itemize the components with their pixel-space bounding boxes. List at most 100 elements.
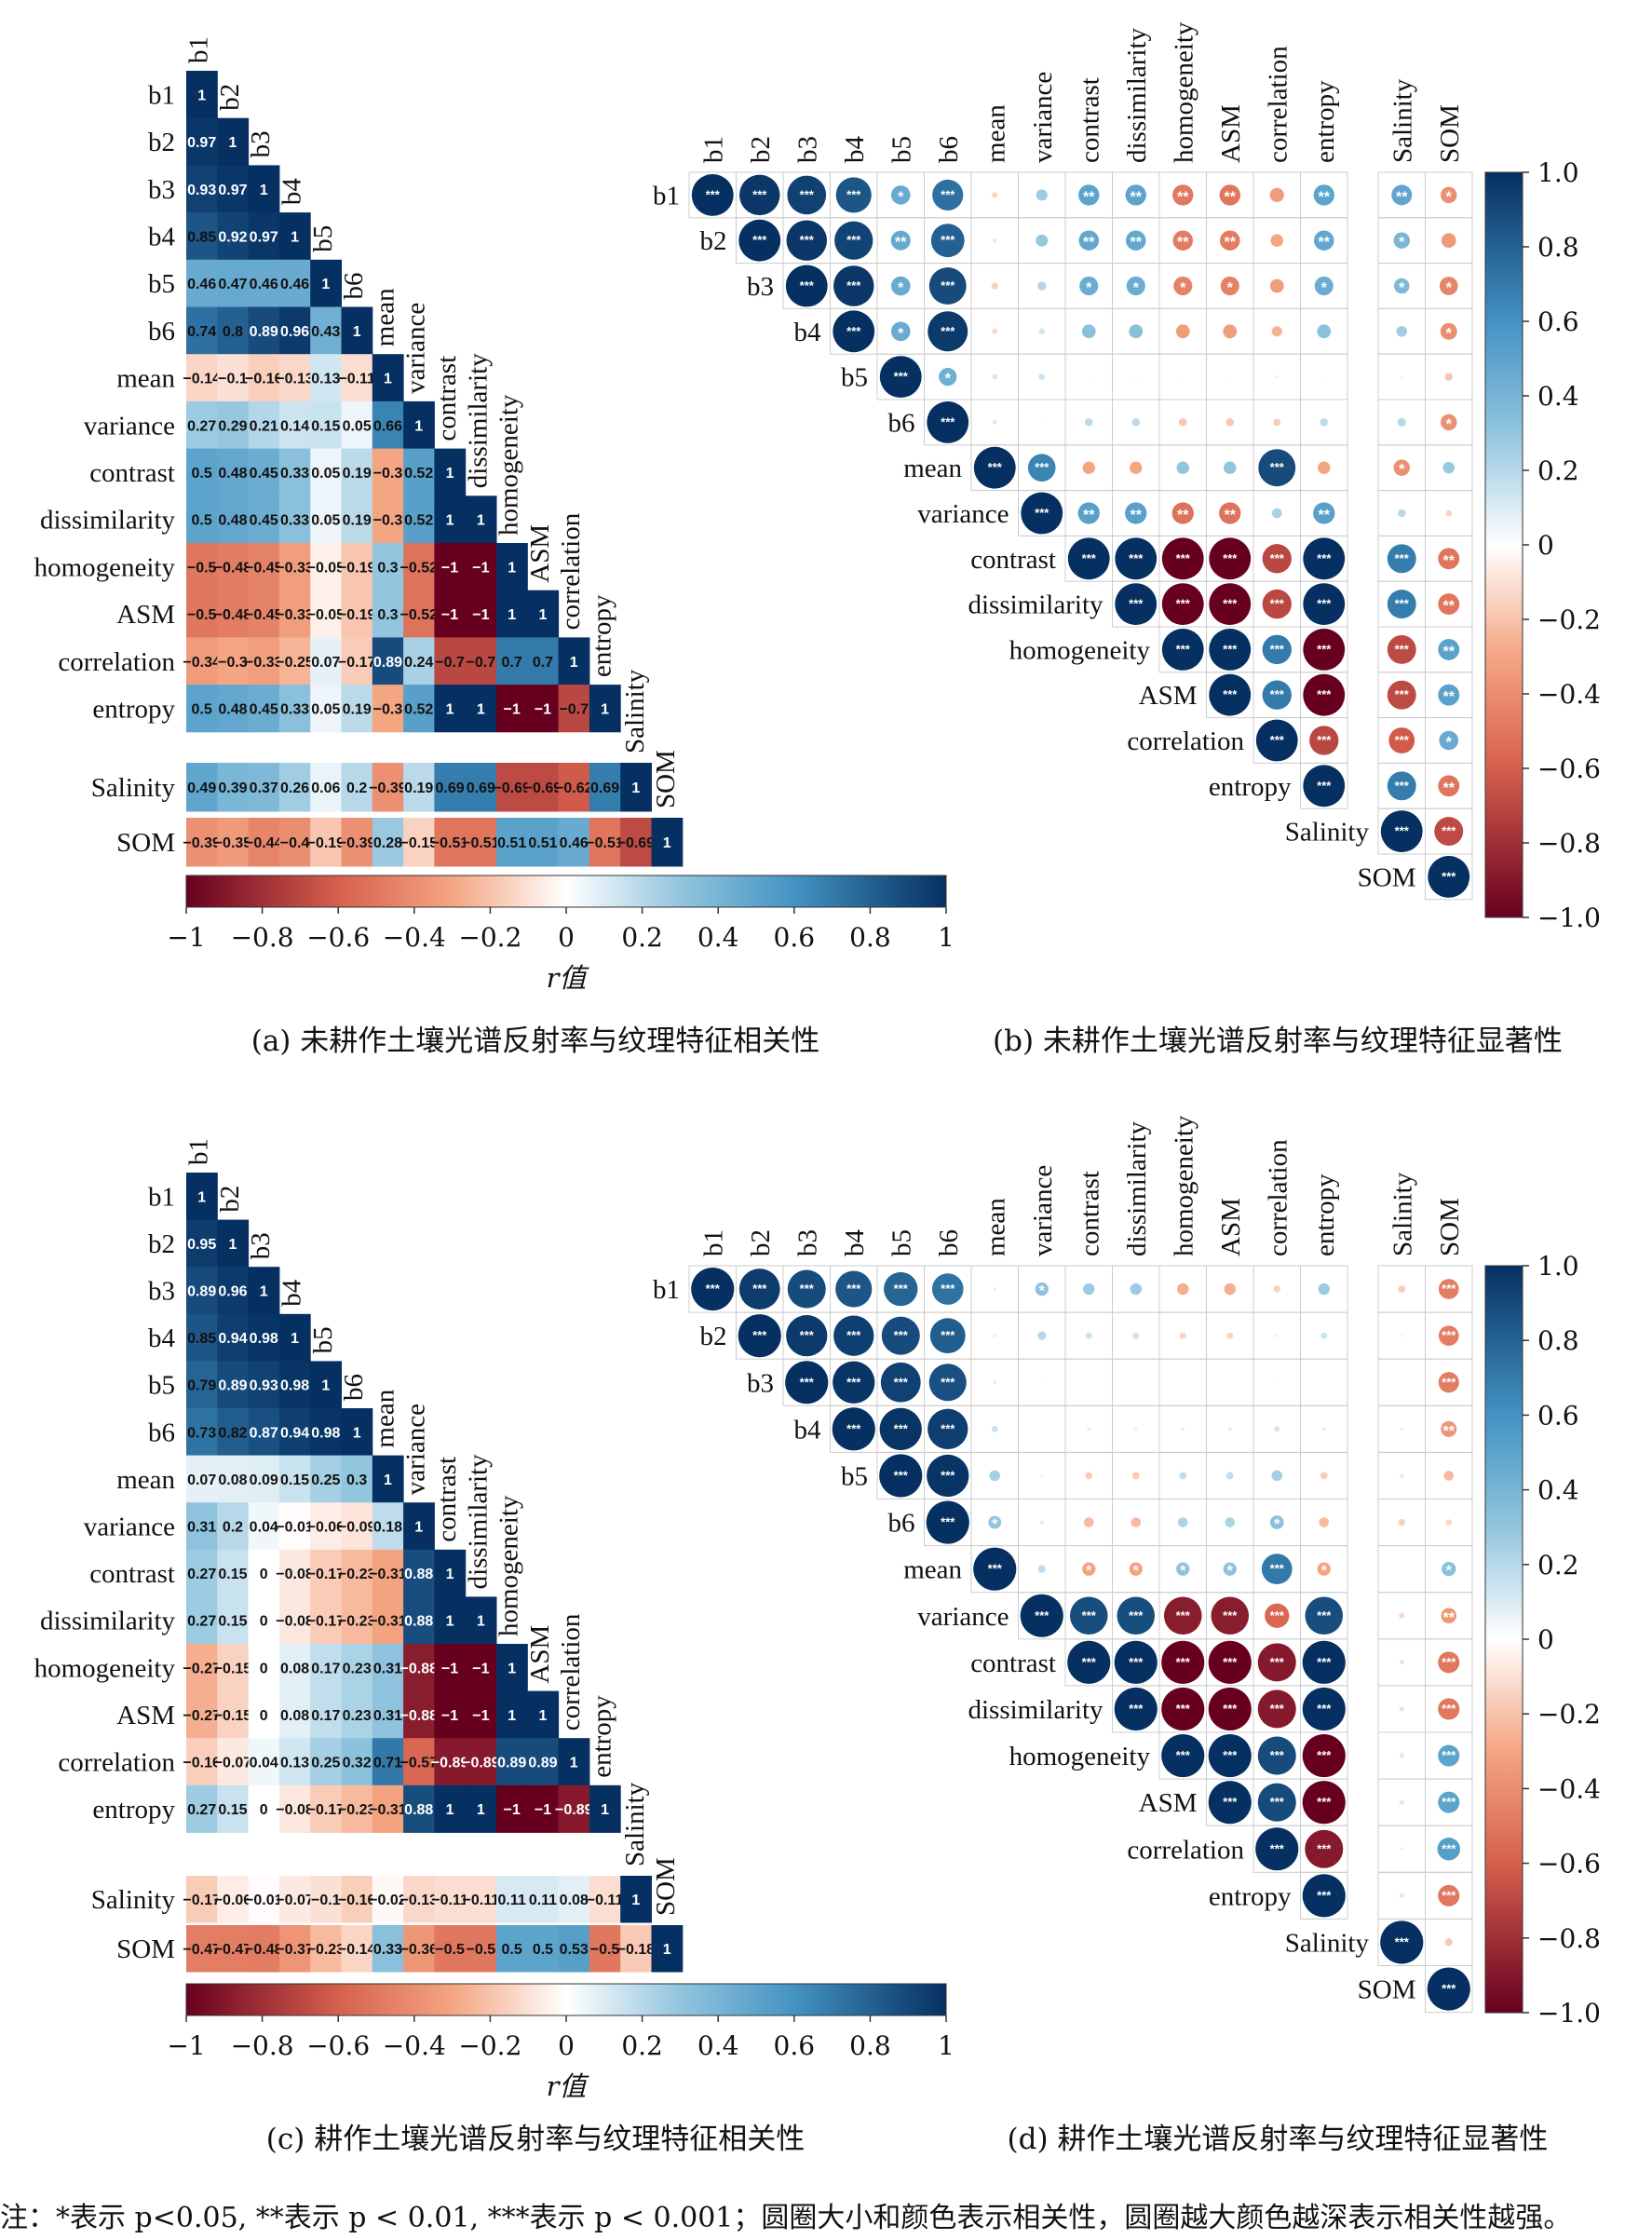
- significance-label: ***: [1082, 1655, 1097, 1669]
- corr-circle: [1271, 326, 1282, 337]
- heat-cell: [372, 1596, 404, 1645]
- heat-cell: [527, 763, 560, 812]
- cell-value: −0.7: [435, 655, 465, 671]
- heat-cell: [310, 590, 342, 638]
- significance-label: ***: [1317, 1655, 1332, 1669]
- row-label: Salinity: [1285, 818, 1370, 848]
- corr-circle: [1438, 1884, 1460, 1907]
- heat-cell: [496, 1738, 528, 1786]
- corr-circle: [890, 185, 911, 205]
- heat-cell: [372, 637, 404, 685]
- heat-cell: [248, 1925, 280, 1973]
- corr-circle: [1441, 233, 1456, 249]
- corr-circle: [1438, 1791, 1460, 1813]
- cell-value: 1: [446, 513, 454, 529]
- corr-circle: [1271, 1470, 1283, 1482]
- significance-label: ***: [894, 1375, 909, 1389]
- significance-label: *: [1227, 1564, 1234, 1580]
- corr-circle: [931, 1273, 964, 1305]
- heat-cell: [465, 590, 497, 638]
- significance-label: ***: [988, 460, 1003, 474]
- significance-label: ***: [800, 187, 815, 201]
- colorbar-tick-label: −0.8: [231, 922, 294, 953]
- heat-cell: [558, 1738, 590, 1786]
- heat-cell: [496, 1925, 528, 1973]
- cell-value: 1: [663, 1942, 671, 1958]
- corr-circle: [1172, 184, 1194, 206]
- heat-cell: [248, 685, 280, 733]
- heat-cell: [217, 1738, 250, 1786]
- corr-circle: [1126, 276, 1145, 296]
- heat-cell: [372, 685, 404, 733]
- cell-value: 0: [260, 1614, 268, 1630]
- corr-circle: [1313, 184, 1334, 206]
- corr-circle: [1130, 461, 1143, 474]
- heat-cell: [341, 495, 373, 544]
- significance-label: ***: [1035, 460, 1049, 474]
- heat-cell: [341, 1644, 373, 1692]
- heat-cell: [278, 1596, 311, 1645]
- cell-value: −0.51: [586, 835, 624, 851]
- heat-cell: [310, 1784, 342, 1833]
- heat-cell: [248, 354, 280, 402]
- column-label: ASM: [1216, 104, 1246, 163]
- colorbar-tick-label: −0.4: [1537, 1773, 1601, 1804]
- corr-circle: [993, 1287, 996, 1291]
- colorbar-tick-label: 1: [938, 2030, 955, 2061]
- corr-circle: [1081, 324, 1096, 339]
- row-label: ASM: [1139, 1788, 1198, 1818]
- cell-value: −0.19: [307, 835, 345, 851]
- cell-value: −0.89: [431, 1756, 469, 1771]
- corr-circle: [1302, 1734, 1346, 1778]
- significance-label: ***: [1270, 642, 1285, 656]
- row-label: homogeneity: [1009, 635, 1151, 665]
- corr-circle: [1077, 502, 1100, 524]
- cell-value: 0.05: [311, 701, 340, 717]
- cell-value: 1: [631, 780, 640, 796]
- heat-cell: [372, 1690, 404, 1739]
- corr-circle: [1393, 278, 1410, 294]
- colorbar-tick-label: 1.0: [1537, 1251, 1579, 1282]
- heat-cell: [248, 1408, 280, 1457]
- significance-label: *: [898, 189, 904, 205]
- significance-label: ***: [1442, 824, 1456, 838]
- significance-label: ***: [894, 1282, 909, 1296]
- heat-cell: [465, 1784, 497, 1833]
- significance-label: ***: [1176, 1702, 1191, 1716]
- cell-value: 1: [384, 1472, 392, 1488]
- significance-label: ***: [1395, 733, 1410, 747]
- cell-value: 0: [260, 1661, 268, 1676]
- cell-value: 0.17: [311, 1661, 340, 1676]
- cell-value: 0.89: [528, 1756, 557, 1771]
- corr-circle: [833, 1361, 875, 1404]
- corr-circle: [1038, 328, 1045, 334]
- significance-label: ***: [752, 1282, 767, 1296]
- heat-cell: [341, 1784, 373, 1833]
- heat-cell: [341, 448, 373, 496]
- heat-cell: [341, 637, 373, 685]
- significance-label: ***: [1270, 551, 1285, 565]
- significance-label: ***: [1317, 1795, 1332, 1809]
- colorbar-tick-label: −0.8: [1537, 828, 1601, 859]
- significance-label: **: [1131, 235, 1143, 251]
- heat-cell: [186, 1173, 218, 1221]
- heat-cell: [589, 763, 621, 812]
- column-label: dissimilarity: [463, 353, 493, 489]
- heat-cell: [310, 306, 342, 355]
- heat-cell: [217, 1502, 250, 1551]
- cell-value: −0.4: [280, 835, 310, 851]
- corr-circle: [1175, 324, 1190, 339]
- corr-circle: [1320, 418, 1329, 427]
- significance-label: ***: [941, 278, 955, 292]
- cell-value: −0.07: [214, 1756, 252, 1771]
- heat-cell: [278, 400, 311, 450]
- colorbar-tick-label: −0.6: [1537, 753, 1601, 784]
- heat-cell: [434, 543, 467, 591]
- corr-circle: [1303, 673, 1346, 716]
- corr-circle: [939, 367, 957, 387]
- cell-value: 1: [291, 229, 299, 245]
- column-label: b1: [184, 36, 214, 63]
- corr-circle: [890, 230, 911, 251]
- row-label: dissimilarity: [40, 506, 176, 536]
- heat-cell: [403, 1876, 435, 1923]
